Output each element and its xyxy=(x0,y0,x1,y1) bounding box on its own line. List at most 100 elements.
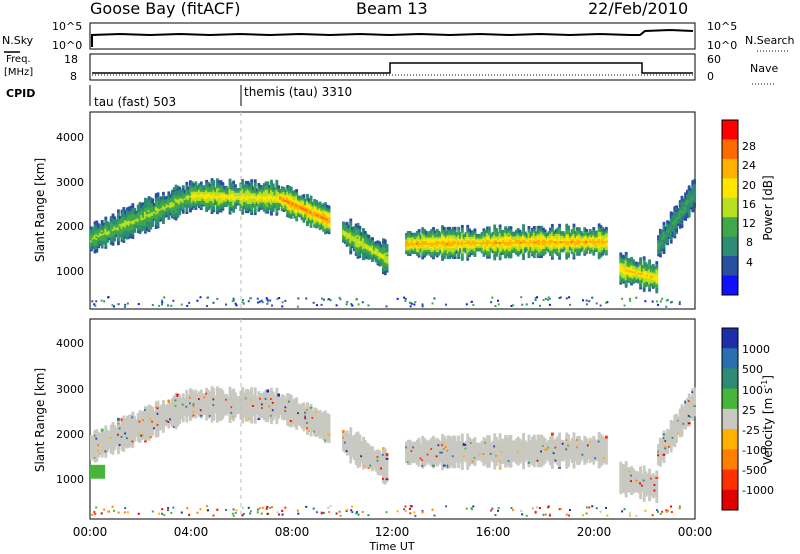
power-echo-cell xyxy=(475,241,479,245)
power-echo-cell xyxy=(639,262,642,266)
power-echo-cell xyxy=(550,227,554,231)
power-echo-cell xyxy=(691,196,695,200)
power-echo-cell xyxy=(486,242,489,246)
power-echo-cell xyxy=(525,242,529,246)
power-echo-cell xyxy=(525,238,529,242)
power-echo-cell xyxy=(97,243,101,247)
power-echo-cell xyxy=(664,233,668,237)
velocity-echo-cell xyxy=(122,424,126,428)
freq-trace xyxy=(92,62,693,74)
power-echo-cell xyxy=(234,202,237,206)
power-echo-cell xyxy=(529,249,533,253)
power-echo-cell xyxy=(138,214,142,218)
power-echo-cell xyxy=(604,250,608,254)
power-echo-cell xyxy=(451,235,455,239)
power-echo-cell xyxy=(320,209,324,213)
power-ground-scatter xyxy=(512,304,515,307)
power-echo-cell xyxy=(363,232,367,236)
power-echo-cell xyxy=(356,242,360,246)
power-echo-cell xyxy=(129,207,133,211)
power-echo-cell xyxy=(450,228,453,232)
power-echo-cell xyxy=(275,203,279,207)
power-echo-cell xyxy=(217,207,221,211)
power-echo-cell xyxy=(527,236,531,240)
power-echo-cell xyxy=(583,245,587,249)
power-echo-cell xyxy=(505,233,509,237)
power-echo-cell xyxy=(675,227,678,231)
power-echo-cell xyxy=(136,208,140,212)
power-echo-cell xyxy=(565,247,569,251)
power-echo-cell xyxy=(568,240,572,244)
power-echo-cell xyxy=(172,210,176,214)
power-echo-cell xyxy=(178,197,182,201)
power-echo-cell xyxy=(162,195,165,199)
power-echo-cell xyxy=(442,245,446,249)
power-echo-cell xyxy=(205,201,209,205)
power-echo-cell xyxy=(307,198,311,202)
power-echo-cell xyxy=(421,245,425,249)
power-echo-cell xyxy=(473,239,477,243)
power-echo-cell xyxy=(520,247,524,251)
power-echo-cell xyxy=(478,244,482,248)
nsearch-tick-top: 10^5 xyxy=(707,20,737,33)
power-echo-cell xyxy=(371,248,374,252)
power-echo-cell xyxy=(180,202,183,206)
power-echo-cell xyxy=(185,185,189,189)
power-echo-cell xyxy=(675,225,678,229)
power-echo-cell xyxy=(230,187,234,191)
velocity-echo-cell xyxy=(124,429,128,433)
power-echo-cell xyxy=(455,234,459,238)
power-echo-cell xyxy=(257,186,261,190)
power-echo-cell xyxy=(486,235,489,239)
power-ground-scatter xyxy=(582,299,585,302)
power-echo-cell xyxy=(117,238,120,242)
power-echo-cell xyxy=(460,239,464,243)
power-echo-cell xyxy=(518,240,522,244)
power-echo-cell xyxy=(559,236,563,240)
power-echo-cell xyxy=(363,256,367,260)
power-echo-cell xyxy=(192,190,196,194)
power-echo-cell xyxy=(565,232,569,236)
power-echo-cell xyxy=(307,205,311,209)
power-echo-cell xyxy=(118,215,122,219)
velocity-echo-cell xyxy=(104,447,108,451)
power-echo-cell xyxy=(167,211,171,215)
power-echo-cell xyxy=(642,274,646,278)
power-echo-cell xyxy=(687,198,691,202)
power-echo-cell xyxy=(120,235,124,239)
power-echo-cell xyxy=(507,229,511,233)
power-echo-cell xyxy=(93,226,97,230)
power-echo-cell xyxy=(99,224,102,228)
power-echo-cell xyxy=(181,201,185,205)
power-echo-cell xyxy=(495,251,498,255)
power-echo-cell xyxy=(309,213,313,217)
power-echo-cell xyxy=(284,198,288,202)
power-echo-cell xyxy=(685,195,689,199)
power-echo-cell xyxy=(372,243,376,247)
power-echo-cell xyxy=(385,251,389,255)
velocity-echo-cell xyxy=(133,429,137,433)
power-echo-cell xyxy=(147,205,151,209)
power-echo-cell xyxy=(466,230,470,234)
power-echo-cell xyxy=(295,205,299,209)
power-ground-scatter xyxy=(276,297,279,300)
power-echo-cell xyxy=(439,245,443,249)
power-echo-cell xyxy=(549,236,552,240)
power-echo-cell xyxy=(536,233,540,237)
power-echo-cell xyxy=(511,240,515,244)
power-echo-cell xyxy=(108,231,111,235)
power-echo-cell xyxy=(572,225,576,229)
power-echo-cell xyxy=(140,228,144,232)
power-echo-cell xyxy=(671,227,675,231)
power-echo-cell xyxy=(516,240,520,244)
power-echo-cell xyxy=(176,191,180,195)
power-echo-cell xyxy=(286,186,290,190)
power-echo-cell xyxy=(219,209,223,213)
power-echo-cell xyxy=(118,219,122,223)
power-echo-cell xyxy=(662,236,666,240)
power-echo-cell xyxy=(369,246,373,250)
power-echo-cell xyxy=(325,230,329,234)
power-echo-cell xyxy=(412,240,416,244)
power-echo-cell xyxy=(408,240,412,244)
power-echo-cell xyxy=(129,229,133,233)
